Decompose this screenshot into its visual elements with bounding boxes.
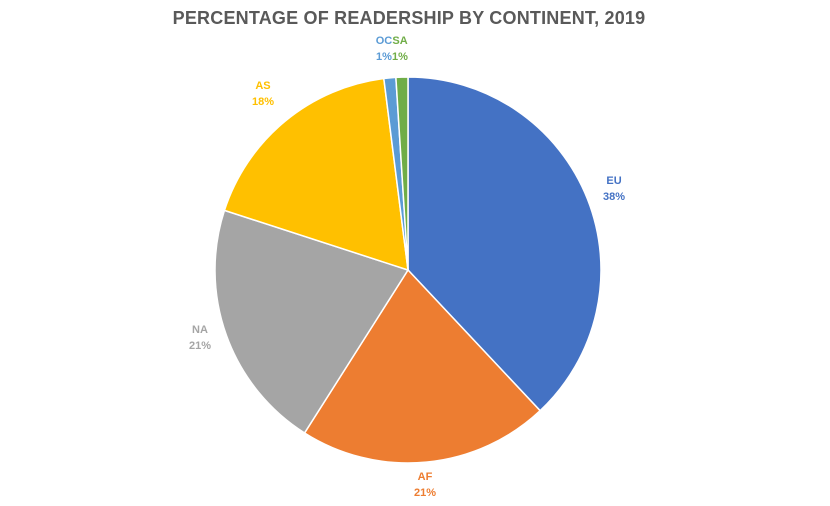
data-label-name-na: NA bbox=[192, 324, 208, 336]
pie-slice-eu bbox=[407, 76, 602, 412]
pie-slice-na bbox=[214, 209, 410, 434]
data-label-value-af: 21% bbox=[414, 487, 436, 499]
pie-slice-as bbox=[223, 77, 409, 272]
pie-slices bbox=[214, 76, 602, 464]
pie-slice-af bbox=[303, 268, 542, 464]
data-label-name-sa: SA bbox=[392, 35, 407, 47]
data-label-name-af: AF bbox=[418, 471, 433, 483]
chart-title: PERCENTAGE OF READERSHIP BY CONTINENT, 2… bbox=[172, 8, 646, 28]
data-label-name-as: AS bbox=[255, 80, 270, 92]
data-label-value-na: 21% bbox=[189, 340, 211, 352]
data-label-value-sa: 1% bbox=[392, 51, 408, 63]
pie-slice-sa bbox=[395, 76, 409, 271]
data-label-value-oc: 1% bbox=[376, 51, 392, 63]
data-label-name-oc: OC bbox=[376, 35, 393, 47]
data-label-name-eu: EU bbox=[606, 175, 621, 187]
data-label-value-as: 18% bbox=[252, 96, 274, 108]
data-label-value-eu: 38% bbox=[603, 191, 625, 203]
